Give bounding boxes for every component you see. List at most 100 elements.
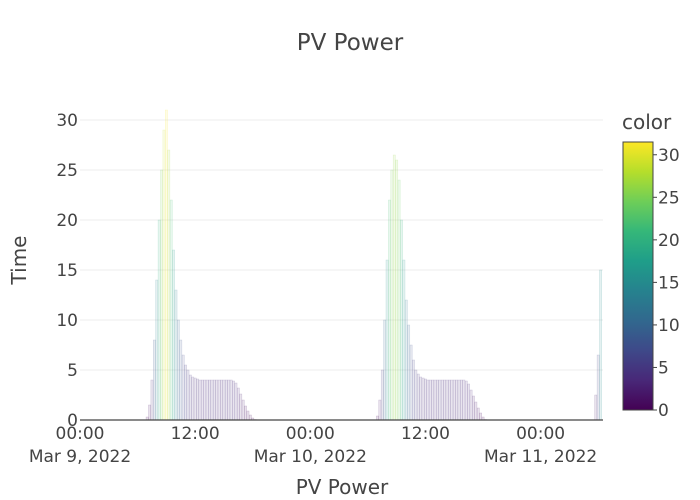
pv-power-bar — [404, 299, 408, 421]
pv-power-bar — [412, 359, 415, 421]
pv-power-bar — [433, 379, 437, 421]
colorbar-gradient — [622, 141, 654, 411]
colorbar: color 0 5 10 15 20 25 30 — [622, 110, 680, 421]
x-tick-label: 12:00 — [401, 424, 450, 444]
pv-power-bar — [414, 369, 418, 421]
pv-power-bar — [457, 379, 461, 421]
pv-power-bar — [479, 412, 483, 421]
pv-power-bar — [177, 319, 180, 421]
pv-power-bar — [191, 376, 195, 421]
pv-power-bar — [217, 379, 221, 421]
pv-power-bar — [198, 379, 202, 421]
pv-power-bar — [599, 269, 602, 421]
x-axis-title: PV Power — [296, 475, 389, 499]
pv-power-bar — [157, 219, 161, 421]
colorbar-tick-label: 25 — [658, 188, 680, 208]
pv-power-bar — [246, 410, 250, 421]
pv-power-bar — [421, 377, 425, 421]
pv-power-bar — [244, 405, 247, 421]
pv-power-bar — [474, 401, 478, 421]
pv-power-bar — [239, 393, 243, 421]
pv-power-bar — [208, 379, 211, 421]
colorbar-title: color — [622, 110, 672, 134]
chart-title: PV Power — [297, 30, 404, 56]
pv-power-bar — [419, 376, 423, 421]
pv-power-bar — [392, 154, 396, 421]
pv-power-bar — [469, 389, 473, 421]
pv-power-bar — [174, 289, 178, 421]
bars-layer — [145, 109, 602, 421]
pv-power-bar — [160, 169, 163, 421]
y-tick-label: 0 — [67, 411, 78, 431]
pv-power-bar — [220, 379, 223, 421]
pv-power-bar — [227, 379, 231, 421]
pv-power-bar — [236, 387, 240, 421]
pv-power-bar — [167, 149, 171, 421]
x-tick-label: 00:00 — [286, 424, 335, 444]
pv-power-bar — [467, 383, 471, 421]
y-tick-label: 20 — [56, 211, 78, 231]
pv-power-bar — [186, 369, 190, 421]
pv-power-bar — [179, 339, 183, 421]
pv-power-bar — [196, 378, 199, 421]
pv-power-bar — [150, 379, 154, 421]
pv-power-bar — [455, 379, 459, 421]
pv-power-bar — [416, 373, 420, 421]
pv-power-bar — [200, 379, 204, 421]
pv-power-bar — [424, 378, 427, 421]
pv-power-bar — [472, 395, 475, 421]
pv-power-bar — [445, 379, 449, 421]
pv-power-bar — [431, 379, 435, 421]
pv-power-bar — [383, 319, 387, 421]
pv-power-bar — [428, 379, 432, 421]
x-tick-label: 12:00 — [171, 424, 220, 444]
pv-power-bar — [460, 379, 463, 421]
x-tick-label: 00:00 — [516, 424, 565, 444]
pv-power-bar — [440, 379, 444, 421]
pv-power-bar — [181, 354, 185, 421]
pv-power-bar — [452, 379, 456, 421]
colorbar-tick-label: 20 — [658, 231, 680, 251]
pv-power-bar — [390, 169, 394, 421]
pv-power-bar — [438, 379, 442, 421]
pv-power-bar — [448, 379, 451, 421]
y-tick-label: 25 — [56, 161, 78, 181]
pv-power-bar — [153, 339, 156, 421]
pv-power-bar — [395, 159, 399, 421]
x-tick-label: 00:00 — [56, 424, 105, 444]
pv-power-bar — [402, 259, 406, 421]
pv-power-bar — [476, 407, 480, 421]
pv-power-bar — [229, 379, 233, 421]
x-tick-date-label: Mar 10, 2022 — [254, 447, 367, 467]
pv-power-bar — [184, 364, 187, 421]
pv-power-bar — [378, 399, 382, 421]
y-tick-label: 30 — [56, 111, 78, 131]
axes-layer: 0 5 10 15 20 25 30 00:00 Mar 9, 2022 12:00 00:00 Ma… — [29, 111, 603, 467]
y-axis-title: Time — [7, 236, 31, 286]
pv-power-bar — [169, 199, 173, 421]
pv-power-bar — [203, 379, 207, 421]
pv-power-bar — [241, 399, 245, 421]
pv-power-bar — [450, 379, 454, 421]
pv-power-bar — [222, 379, 226, 421]
pv-power-bar — [193, 377, 197, 421]
pv-power-bar — [388, 199, 391, 421]
colorbar-tick-label: 15 — [658, 273, 680, 293]
grid-layer — [80, 119, 603, 371]
y-tick-label: 5 — [67, 361, 78, 381]
y-tick-label: 15 — [56, 261, 78, 281]
x-tick-date-label: Mar 9, 2022 — [29, 447, 131, 467]
pv-power-bar — [224, 379, 228, 421]
pv-power-bar — [155, 279, 159, 421]
pv-power-bar — [210, 379, 214, 421]
pv-power-bar — [162, 129, 166, 421]
x-tick-date-label: Mar 11, 2022 — [484, 447, 597, 467]
pv-power-bar — [232, 380, 235, 421]
colorbar-tick-label: 0 — [658, 401, 669, 421]
pv-power-bar — [397, 179, 401, 421]
pv-power-bar — [407, 324, 411, 421]
pv-power-bar — [165, 109, 168, 421]
pv-power-bar — [400, 219, 403, 421]
pv-power-bar — [464, 380, 468, 421]
